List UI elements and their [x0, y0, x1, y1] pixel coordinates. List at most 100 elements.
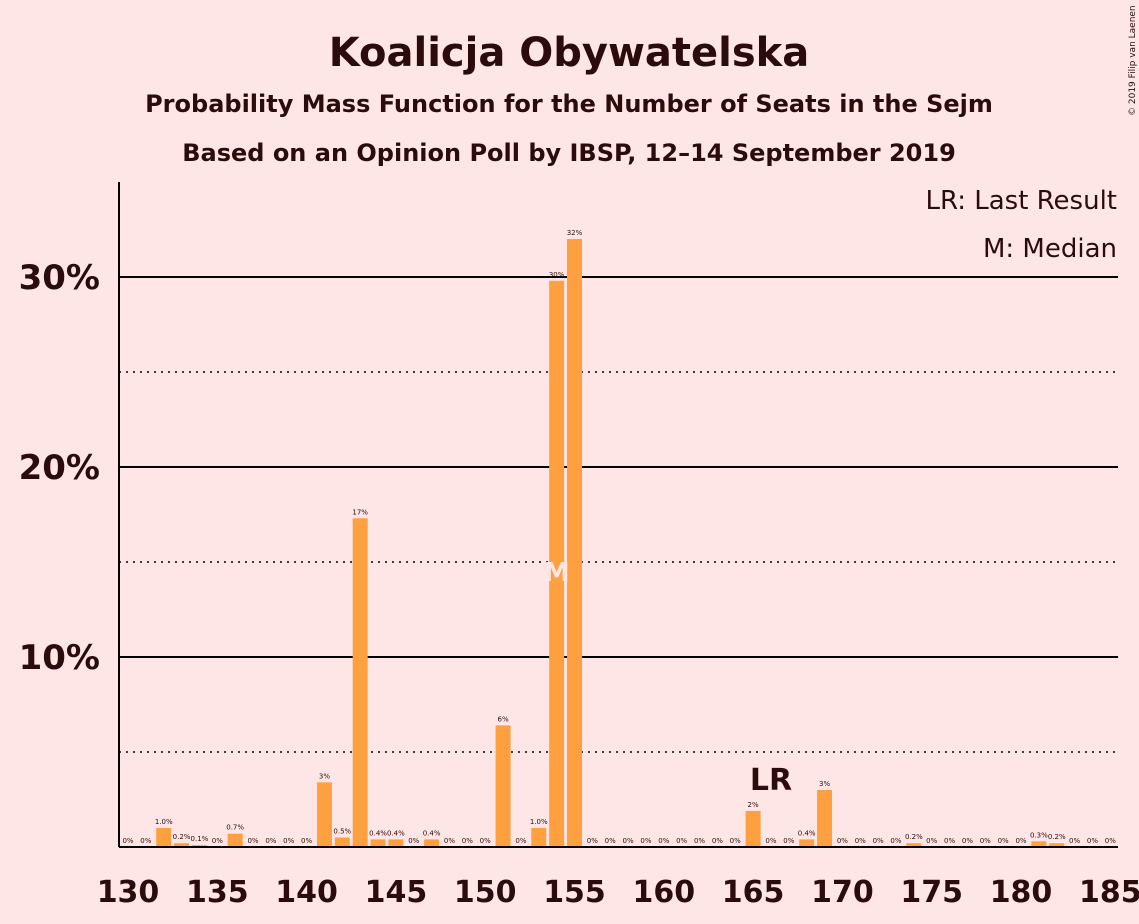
bar-label-147: 0.4% — [423, 829, 441, 837]
bar-label-170: 0% — [837, 837, 848, 845]
x-tick-175: 175 — [900, 875, 963, 910]
bar-label-181: 0.3% — [1030, 831, 1048, 839]
bar-147 — [424, 839, 440, 847]
bar-label-146: 0% — [408, 837, 419, 845]
bar-label-150: 0% — [480, 837, 491, 845]
bar-label-163: 0% — [712, 837, 723, 845]
y-tick-labels: 10% 20% 30% — [19, 258, 100, 678]
bar-141 — [316, 782, 332, 847]
bar-label-139: 0% — [283, 837, 294, 845]
x-tick-130: 130 — [97, 875, 160, 910]
bar-label-171: 0% — [855, 837, 866, 845]
bar-label-160: 0% — [658, 837, 669, 845]
bar-label-155: 32% — [567, 229, 583, 237]
bar-181 — [1031, 841, 1047, 847]
x-tick-145: 145 — [365, 875, 428, 910]
bar-label-178: 0% — [980, 837, 991, 845]
bar-155 — [567, 239, 582, 847]
bar-174 — [906, 843, 922, 847]
bar-label-136: 0.7% — [226, 824, 244, 832]
copyright-note: © 2019 Filip van Laenen — [1128, 5, 1138, 116]
bar-label-169: 3% — [819, 780, 830, 788]
bar-label-176: 0% — [944, 837, 955, 845]
chart-subtitle: Probability Mass Function for the Number… — [145, 90, 993, 118]
chart-subtitle-poll: Based on an Opinion Poll by IBSP, 12–14 … — [182, 139, 956, 167]
bar-182 — [1049, 843, 1065, 847]
x-tick-170: 170 — [811, 875, 874, 910]
bar-label-157: 0% — [605, 837, 616, 845]
y-tick-10: 10% — [19, 638, 100, 678]
bar-145 — [388, 839, 404, 847]
bar-153 — [531, 828, 547, 847]
bar-label-141: 3% — [319, 772, 330, 780]
x-tick-180: 180 — [990, 875, 1053, 910]
y-tick-20: 20% — [19, 448, 100, 488]
bar-label-177: 0% — [962, 837, 973, 845]
bar-144 — [370, 839, 386, 847]
bar-label-161: 0% — [676, 837, 687, 845]
bar-label-184: 0% — [1087, 837, 1098, 845]
bar-154 — [549, 280, 565, 847]
x-tick-185: 185 — [1079, 875, 1139, 910]
bar-label-173: 0% — [890, 837, 901, 845]
bar-label-145: 0.4% — [387, 829, 405, 837]
bar-label-152: 0% — [515, 837, 526, 845]
y-tick-30: 30% — [19, 258, 100, 298]
x-tick-155: 155 — [543, 875, 606, 910]
bar-label-166: 0% — [765, 837, 776, 845]
bar-142 — [334, 837, 350, 847]
bar-136 — [227, 833, 243, 847]
bar-165 — [745, 810, 761, 847]
bar-133 — [174, 843, 190, 847]
bar-label-182: 0.2% — [1048, 833, 1066, 841]
bar-label-133: 0.2% — [173, 833, 191, 841]
bar-label-131: 0% — [140, 837, 151, 845]
bar-label-183: 0% — [1069, 837, 1080, 845]
bar-label-156: 0% — [587, 837, 598, 845]
bar-labels-group: 0% 0%1.0%0.2% 0.1% 0%0.7%0% 0% 0% 0%3%0.5%17%0… — [122, 229, 1116, 845]
bar-151 — [495, 725, 511, 847]
x-tick-140: 140 — [275, 875, 338, 910]
bar-label-135: 0% — [212, 837, 223, 845]
bar-label-174: 0.2% — [905, 833, 923, 841]
bar-label-144: 0.4% — [369, 829, 387, 837]
legend-median: M: Median — [983, 234, 1117, 264]
bar-label-175: 0% — [926, 837, 937, 845]
bar-label-148: 0% — [444, 837, 455, 845]
x-tick-165: 165 — [722, 875, 785, 910]
bar-132 — [156, 828, 172, 847]
median-marker: M — [544, 558, 570, 588]
bar-label-140: 0% — [301, 837, 312, 845]
bar-label-172: 0% — [873, 837, 884, 845]
bar-label-179: 0% — [998, 837, 1009, 845]
legend-last-result: LR: Last Result — [925, 186, 1117, 216]
chart-title: Koalicja Obywatelska — [329, 30, 810, 76]
last-result-marker: LR — [750, 763, 792, 798]
bar-label-134: 0.1% — [191, 835, 209, 843]
bar-label-142: 0.5% — [333, 828, 351, 836]
axes-group: M LR — [118, 182, 1118, 848]
bar-label-153: 1.0% — [530, 818, 548, 826]
bar-label-149: 0% — [462, 837, 473, 845]
bar-169 — [817, 790, 833, 847]
bar-label-151: 6% — [498, 715, 509, 723]
bar-label-143: 17% — [352, 508, 368, 516]
bar-label-137: 0% — [247, 837, 258, 845]
x-tick-135: 135 — [186, 875, 249, 910]
bar-168 — [799, 839, 815, 847]
bar-label-180: 0% — [1015, 837, 1026, 845]
bar-label-164: 0% — [730, 837, 741, 845]
bar-label-162: 0% — [694, 837, 705, 845]
bar-label-185: 0% — [1105, 837, 1116, 845]
bar-label-167: 0% — [783, 837, 794, 845]
bar-label-138: 0% — [265, 837, 276, 845]
gridlines — [119, 276, 1118, 753]
x-tick-160: 160 — [632, 875, 695, 910]
bar-143 — [352, 518, 368, 847]
bar-label-159: 0% — [640, 837, 651, 845]
bar-label-132: 1.0% — [155, 818, 173, 826]
bars-group — [156, 239, 1065, 847]
bar-label-154: 30% — [549, 271, 565, 279]
bar-label-130: 0% — [122, 837, 133, 845]
